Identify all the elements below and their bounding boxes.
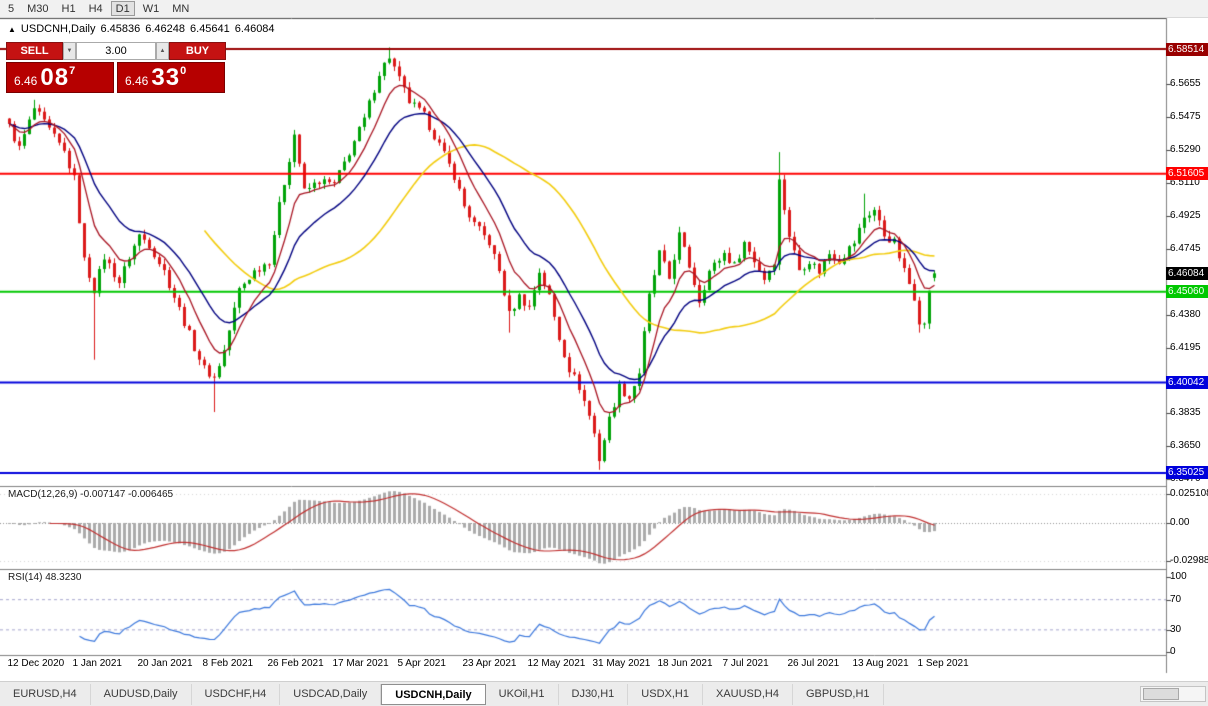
price-axis-tick: 6.4195 bbox=[1170, 341, 1201, 353]
rsi-indicator-label: RSI(14) 48.3230 bbox=[8, 572, 82, 583]
chart-tab-eurusd[interactable]: EURUSD,H4 bbox=[0, 684, 91, 705]
ohlc-low-value: 6.45641 bbox=[190, 23, 230, 35]
price-level-badge: 6.58514 bbox=[1166, 42, 1208, 56]
price-level-badge: 6.51605 bbox=[1166, 167, 1208, 181]
chart-header: ▲ USDCNH,Daily 6.45836 6.46248 6.45641 6… bbox=[8, 23, 275, 35]
price-axis-tick: 6.3650 bbox=[1170, 440, 1201, 452]
rsi-axis-tick: 70 bbox=[1170, 593, 1182, 605]
price-level-badge: 6.40042 bbox=[1166, 375, 1208, 389]
timeframe-button-mn[interactable]: MN bbox=[172, 3, 190, 15]
timeframe-button-w1[interactable]: W1 bbox=[142, 3, 160, 15]
chart-tab-usdcnh[interactable]: USDCNH,Daily bbox=[381, 684, 486, 705]
price-axis-tick: 6.5655 bbox=[1170, 78, 1201, 90]
timeframe-toolbar: 5 M30 H1 H4 D1 W1 MN bbox=[0, 0, 1208, 18]
trade-prices-row: 6.46 08 7 6.46 33 0 bbox=[6, 62, 226, 93]
price-level-badge: 6.35025 bbox=[1166, 466, 1208, 480]
chart-tab-xauusd[interactable]: XAUUSD,H4 bbox=[703, 684, 793, 705]
symbol-timeframe-label: USDCNH,Daily bbox=[20, 23, 96, 35]
chart-tab-ukoil[interactable]: UKOil,H1 bbox=[486, 684, 559, 705]
price-level-badge: 6.45060 bbox=[1166, 285, 1208, 299]
sell-price-display[interactable]: 6.46 08 7 bbox=[6, 62, 114, 93]
volume-increase-icon[interactable]: ▲ bbox=[156, 42, 169, 60]
current-price-badge: 6.46084 bbox=[1166, 266, 1208, 280]
buy-price-big-digits: 33 bbox=[151, 64, 181, 91]
buy-price-prefix: 6.46 bbox=[125, 74, 149, 88]
price-axis-tick: 6.4380 bbox=[1170, 308, 1201, 320]
price-axis-tick: 6.5290 bbox=[1170, 144, 1201, 156]
price-axis-tick: 6.4745 bbox=[1170, 242, 1201, 254]
chart-tab-usdcad[interactable]: USDCAD,Daily bbox=[280, 684, 382, 705]
timeframe-button-d1[interactable]: D1 bbox=[110, 1, 135, 16]
price-axis-tick: 6.5110 bbox=[1170, 176, 1200, 188]
tab-scrollbar-track[interactable] bbox=[1140, 686, 1206, 702]
macd-indicator-label: MACD(12,26,9) -0.007147 -0.006465 bbox=[8, 489, 174, 500]
chart-tab-bar: EURUSD,H4 AUDUSD,Daily USDCHF,H4 USDCAD,Dai… bbox=[0, 681, 1208, 706]
price-axis-tick: 6.5475 bbox=[1170, 110, 1201, 122]
timeframe-button-h4[interactable]: H4 bbox=[88, 3, 103, 15]
timeframe-button-5[interactable]: 5 bbox=[8, 3, 15, 15]
chart-tab-dj30[interactable]: DJ30,H1 bbox=[559, 684, 629, 705]
rsi-axis-tick: 30 bbox=[1170, 623, 1182, 635]
trade-controls-row: SELL ▼ 3.00 ▲ BUY bbox=[6, 42, 226, 60]
price-axis-tick: 6.4925 bbox=[1170, 210, 1201, 222]
timeframe-button-h1[interactable]: H1 bbox=[61, 3, 76, 15]
chart-tab-usdx[interactable]: USDX,H1 bbox=[628, 684, 703, 705]
timeframe-button-m30[interactable]: M30 bbox=[27, 3, 49, 15]
buy-price-pip-digit: 0 bbox=[180, 65, 187, 77]
chart-tab-audusd[interactable]: AUDUSD,Daily bbox=[91, 684, 192, 705]
chart-tab-gbpusd[interactable]: GBPUSD,H1 bbox=[793, 684, 884, 705]
buy-button[interactable]: BUY bbox=[169, 42, 226, 60]
chart-tab-usdchf[interactable]: USDCHF,H4 bbox=[192, 684, 281, 705]
sell-price-pip-digit: 7 bbox=[69, 65, 76, 77]
collapse-triangle-icon[interactable]: ▲ bbox=[8, 24, 16, 34]
price-axis-tick: 6.3835 bbox=[1170, 406, 1201, 418]
ohlc-high-value: 6.46248 bbox=[145, 23, 186, 35]
buy-price-display[interactable]: 6.46 33 0 bbox=[117, 62, 225, 93]
ohlc-close-value: 6.46084 bbox=[234, 23, 275, 35]
rsi-axis-tick: 0 bbox=[1170, 646, 1176, 657]
ohlc-open-value: 6.45836 bbox=[100, 23, 141, 35]
sell-button[interactable]: SELL bbox=[6, 42, 63, 60]
sell-price-prefix: 6.46 bbox=[14, 74, 38, 88]
volume-decrease-icon[interactable]: ▼ bbox=[63, 42, 76, 60]
sell-price-big-digits: 08 bbox=[40, 64, 70, 91]
macd-axis-tick: 0.025108 bbox=[1170, 488, 1208, 499]
macd-axis-tick: 0.00 bbox=[1170, 517, 1190, 528]
chart-tabs: EURUSD,H4 AUDUSD,Daily USDCHF,H4 USDCAD,Dai… bbox=[0, 684, 884, 705]
tab-scrollbar-thumb[interactable] bbox=[1143, 688, 1179, 700]
price-axis[interactable]: 6.5655 6.5475 6.5290 6.5110 6.4925 6.4745 6.43… bbox=[1166, 0, 1208, 680]
rsi-axis-tick: 100 bbox=[1170, 571, 1187, 582]
volume-input[interactable]: 3.00 bbox=[76, 42, 156, 60]
one-click-trading-panel: SELL ▼ 3.00 ▲ BUY 6.46 08 7 6.46 33 0 bbox=[6, 42, 226, 93]
